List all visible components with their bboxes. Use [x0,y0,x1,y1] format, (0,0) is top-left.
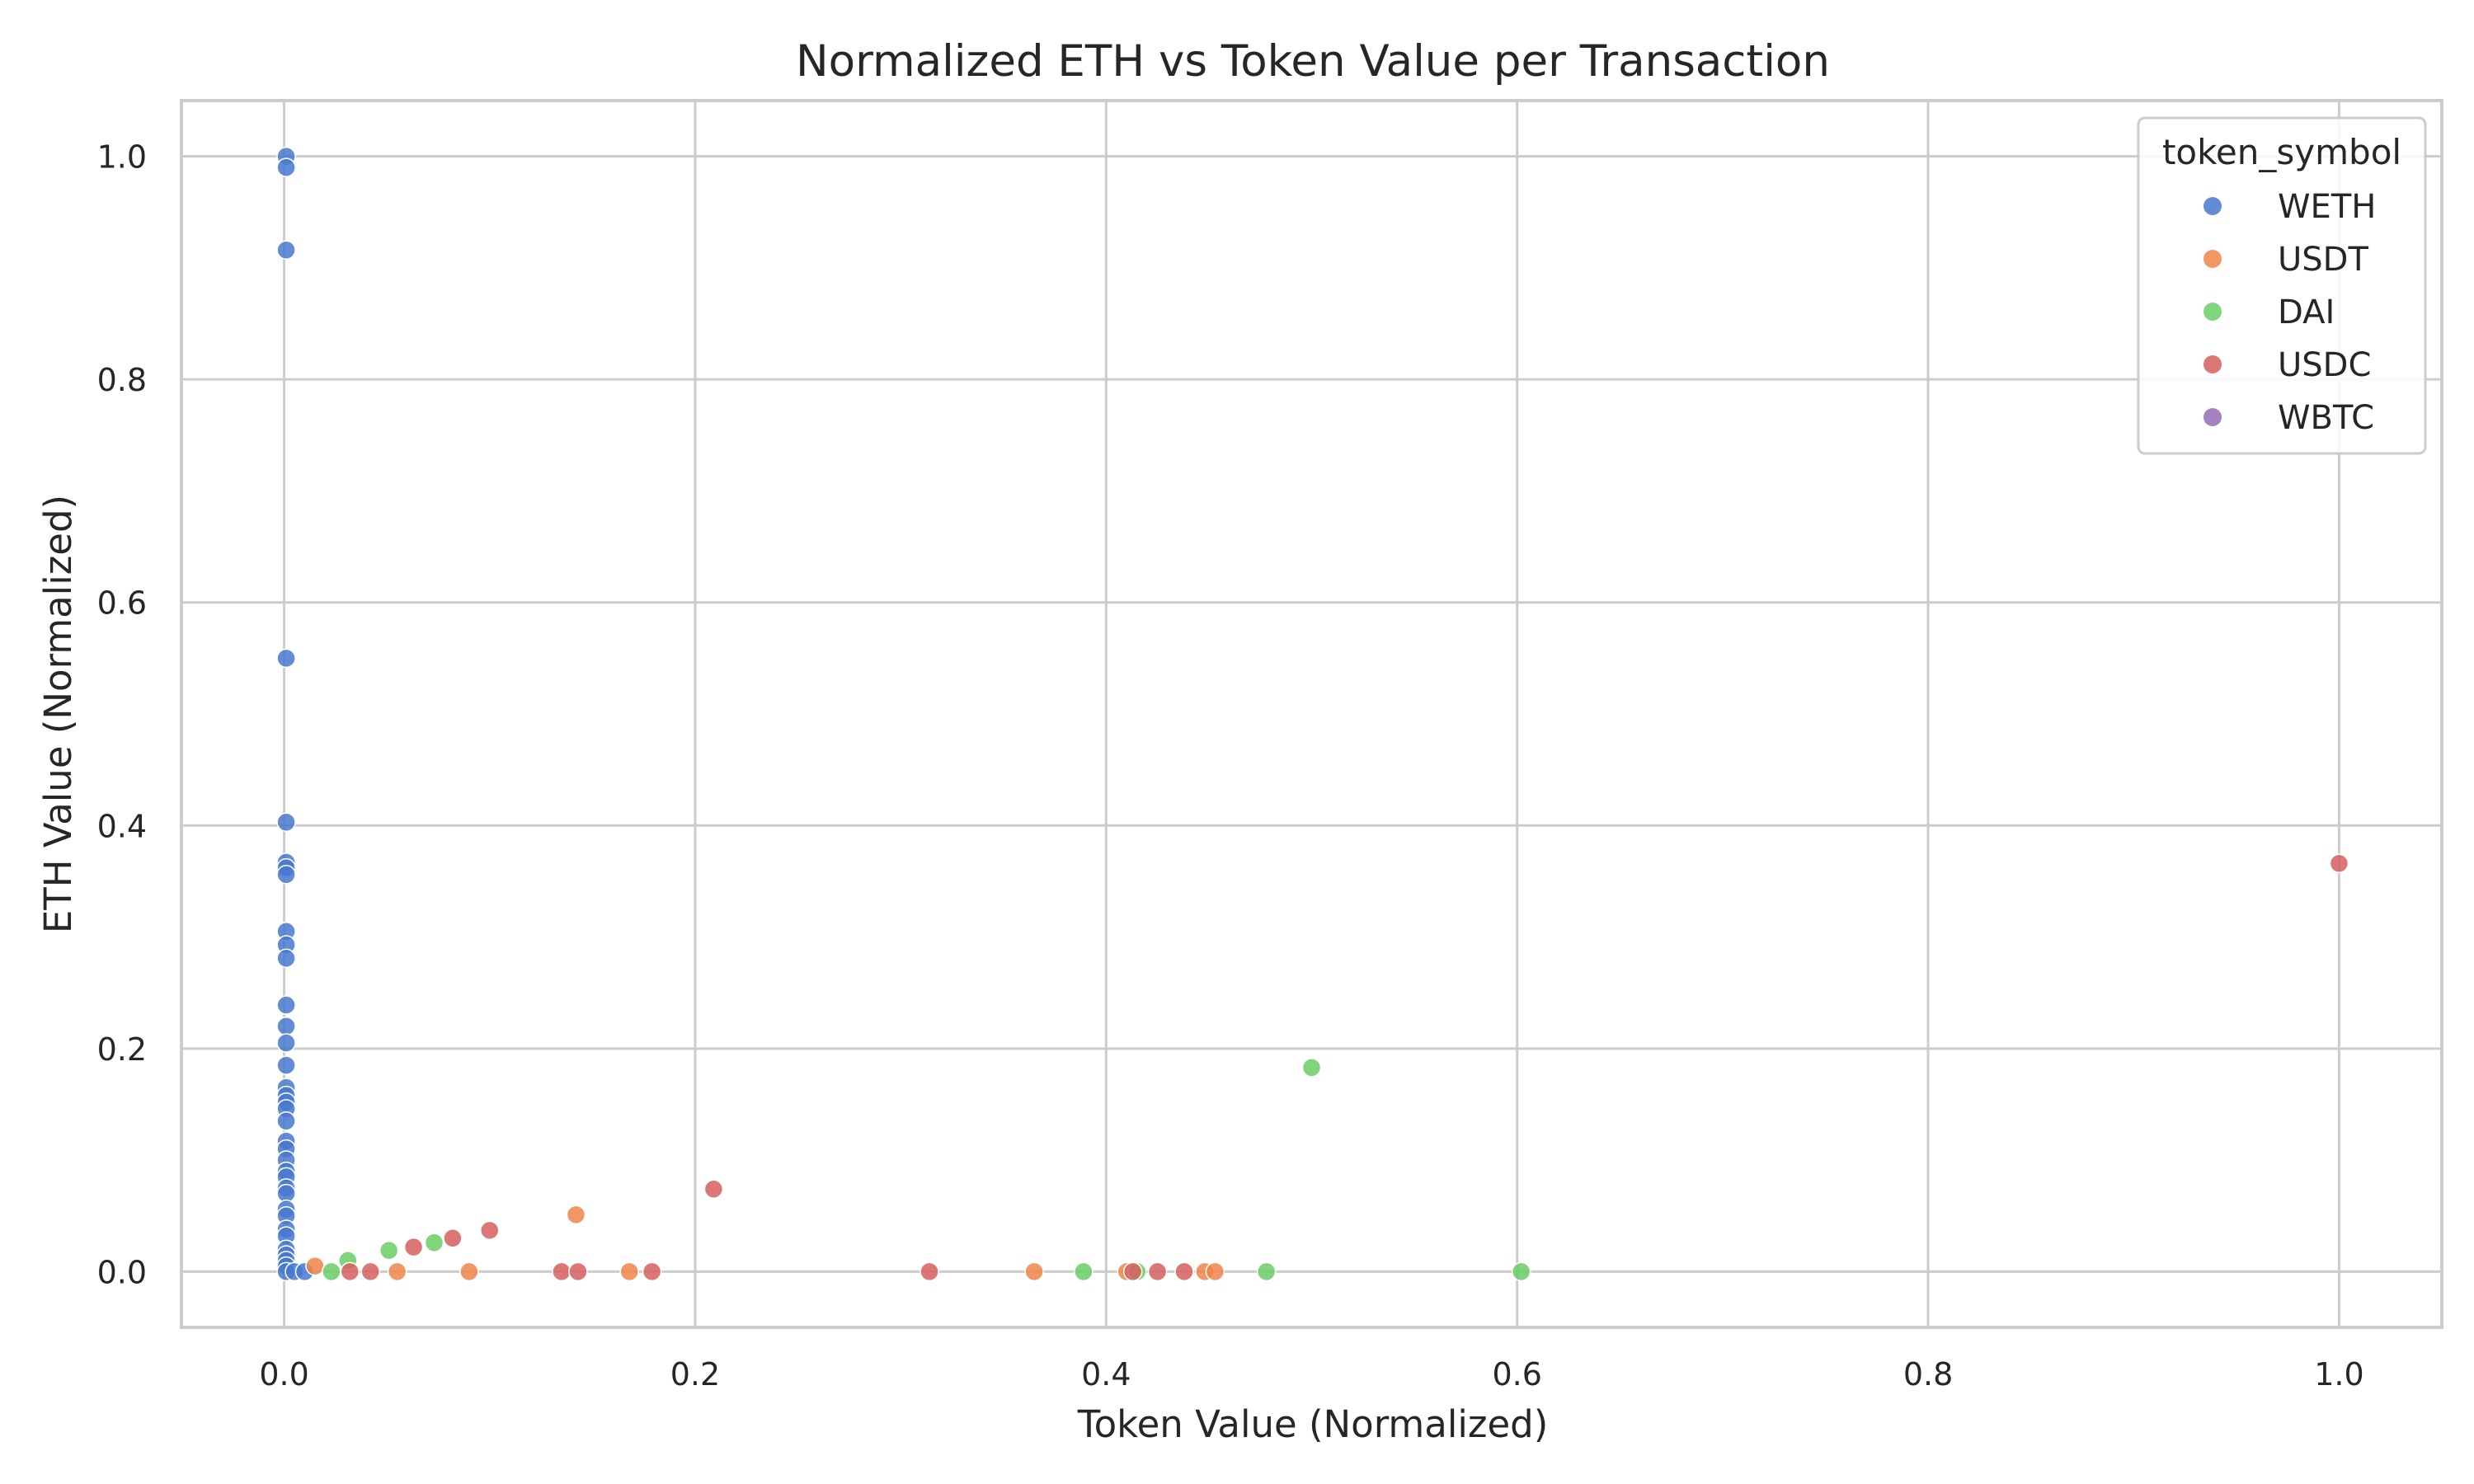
x-tick-label: 0.4 [1081,1356,1131,1392]
data-point-weth [276,240,296,261]
plot-area [180,99,2443,1329]
data-point-dai [1256,1261,1277,1282]
data-point-weth [276,812,296,832]
data-point-weth [276,995,296,1015]
data-point-usdc [1122,1261,1143,1282]
data-point-usdc [443,1228,463,1248]
data-point-weth [276,648,296,669]
y-axis-ticks: 0.0 0.2 0.4 0.6 0.8 1.0 [97,139,147,1291]
data-point-dai [1074,1261,1094,1282]
legend-label-usdc: USDC [2278,346,2371,384]
data-point-weth [276,1033,296,1053]
series-weth [276,146,315,1282]
data-point-weth [276,1017,296,1036]
data-point-dai [1511,1261,1531,1282]
legend-marker-weth [2204,197,2222,215]
y-tick-label: 0.8 [97,362,147,398]
y-tick-label: 0.4 [97,808,147,844]
y-tick-label: 0.2 [97,1031,147,1068]
legend-label-wbtc: WBTC [2278,399,2374,437]
data-point-usdt [566,1205,586,1225]
data-point-usdc [1147,1261,1168,1282]
data-point-usdc [568,1261,588,1282]
legend-marker-dai [2204,303,2222,321]
legend-marker-usdc [2204,355,2222,373]
x-axis-ticks: 0.0 0.2 0.4 0.6 0.8 1.0 [259,1356,2363,1392]
legend-label-dai: DAI [2278,294,2335,331]
legend-title: token_symbol [2162,132,2401,172]
data-point-dai [1301,1058,1322,1078]
x-tick-label: 1.0 [2314,1356,2363,1392]
data-point-weth [276,157,296,177]
legend-label-weth: WETH [2278,188,2376,226]
data-point-weth [276,865,296,885]
legend-items: WETH USDT DAI USDC WBTC [2204,188,2376,437]
data-point-weth [276,948,296,968]
data-point-usdt [619,1261,639,1282]
data-point-usdc [642,1261,662,1282]
data-point-usdt [387,1261,407,1282]
data-point-weth [276,1055,296,1075]
data-point-usdt [459,1261,479,1282]
series-usdt [305,1205,1225,1282]
scatter-points [276,146,2349,1282]
data-point-usdc [340,1261,360,1282]
data-point-usdc [360,1261,380,1282]
chart-title: Normalized ETH vs Token Value per Transa… [796,36,1830,87]
data-point-usdc [552,1261,571,1282]
data-point-usdt [305,1256,325,1276]
data-point-usdt [1205,1261,1225,1282]
data-point-usdc [920,1261,939,1282]
y-tick-label: 0.0 [97,1254,147,1290]
data-point-usdc [403,1237,424,1257]
y-axis-label: ETH Value (Normalized) [36,495,80,933]
legend-marker-wbtc [2204,408,2222,426]
data-point-dai [322,1261,341,1282]
legend: token_symbol WETH USDT DAI USDC WBTC [2137,116,2427,455]
data-point-dai [424,1233,444,1252]
series-usdc [340,853,2349,1282]
data-point-dai [379,1240,399,1261]
data-point-usdc [1174,1261,1194,1282]
y-tick-label: 1.0 [97,139,147,176]
data-point-weth [276,1111,296,1131]
legend-label-usdt: USDT [2278,241,2368,279]
x-axis-label: Token Value (Normalized) [1077,1402,1549,1446]
x-tick-label: 0.2 [670,1356,720,1392]
x-tick-label: 0.0 [259,1356,308,1392]
data-point-usdc [480,1220,500,1241]
data-point-usdc [703,1179,724,1200]
x-tick-label: 0.8 [1903,1356,1953,1392]
x-tick-label: 0.6 [1492,1356,1541,1392]
data-point-usdt [1024,1261,1044,1282]
data-point-usdc [2329,853,2349,874]
legend-marker-usdt [2204,250,2222,268]
y-tick-label: 0.6 [97,585,147,622]
